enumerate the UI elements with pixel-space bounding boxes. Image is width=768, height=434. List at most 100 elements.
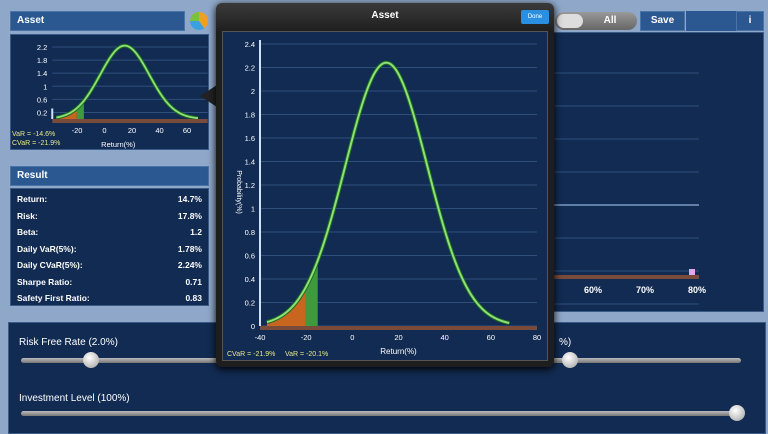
curve-outline [266, 60, 510, 325]
investment-level-label: Investment Level (100%) [19, 393, 130, 404]
hidden-slider-label: %) [559, 337, 572, 348]
cvar-tail-area [56, 108, 77, 119]
x-tick-label: 0 [102, 126, 106, 135]
bg-x-tick-label: 70% [636, 285, 654, 295]
cvar-label: CVaR = -21.9% [227, 351, 275, 358]
x-axis [260, 326, 537, 330]
asset-panel-header: Asset [10, 11, 185, 31]
x-tick-label: 40 [440, 333, 448, 342]
result-value: 14.7% [177, 194, 202, 205]
result-row: Return: 14.7% [11, 191, 208, 208]
var-label: VaR = -20.1% [285, 351, 328, 358]
result-label: Daily VaR(5%): [17, 243, 77, 254]
y-tick-label: 1.6 [245, 134, 255, 143]
investment-level-slider[interactable] [21, 411, 741, 416]
y-axis-label: Probability(%) [235, 170, 242, 214]
result-value: 0.83 [185, 293, 202, 304]
x-tick-label: 60 [487, 333, 495, 342]
x-tick-label: -20 [72, 126, 83, 135]
result-row: Risk: 17.8% [11, 208, 208, 225]
pie-chart-icon[interactable] [190, 12, 208, 30]
toggle-knob[interactable] [557, 14, 583, 28]
asset-panel-title: Asset [17, 15, 45, 26]
x-axis [52, 119, 208, 123]
y-tick-label: 2 [251, 87, 255, 96]
result-row: Safety First Ratio: 0.83 [11, 290, 208, 307]
y-tick-label: 2.4 [245, 40, 255, 49]
result-row: Beta: 1.2 [11, 224, 208, 241]
y-tick-label: 0.8 [245, 228, 255, 237]
done-button[interactable]: Done [521, 10, 549, 24]
background-chart: 60% 70% 80% [550, 32, 764, 312]
popover-chart: 0 0.2 0.4 0.6 0.8 1 1.2 1.4 1.6 1.8 2 2.2 2.4 -40 -20 0… [222, 31, 548, 361]
popover: Asset Done 0 0.2 0.4 0.6 0.8 1 1.2 1.4 1.6 1.8 2 2.… [216, 3, 554, 367]
y-tick-label: 1 [43, 82, 47, 91]
result-label: Beta: [17, 227, 39, 238]
y-tick-label: 0.4 [245, 275, 255, 284]
toggle-label: All [603, 15, 617, 26]
y-tick-label: 1.4 [37, 69, 47, 78]
mini-cvar-label: CVaR = -21.9% [12, 140, 60, 147]
x-tick-label: -20 [301, 333, 312, 342]
var-tail-area [305, 260, 318, 326]
y-tick-label: 0.2 [37, 108, 47, 117]
x-tick-label: 20 [394, 333, 402, 342]
info-button[interactable]: i [736, 11, 764, 31]
distribution-curve [56, 44, 199, 120]
x-axis-label: Return(%) [380, 347, 417, 356]
result-header: Result [10, 166, 209, 186]
risk-free-rate-knob[interactable] [83, 352, 99, 368]
result-label: Safety First Ratio: [17, 293, 90, 304]
save-button[interactable]: Save [640, 11, 685, 31]
x-tick-label: 40 [155, 126, 163, 135]
result-value: 17.8% [177, 210, 202, 221]
result-row: Sharpe Ratio: 0.71 [11, 274, 208, 291]
result-label: Return: [17, 194, 48, 205]
result-row: Daily VaR(5%): 1.78% [11, 241, 208, 258]
y-tick-label: 2.2 [245, 64, 255, 73]
result-row: Daily CVaR(5%): 2.24% [11, 257, 208, 274]
toolbar-spacer [686, 11, 736, 31]
result-label: Daily CVaR(5%): [17, 260, 83, 271]
bg-marker [689, 269, 695, 275]
x-tick-label: 60 [183, 126, 191, 135]
result-value: 0.71 [185, 276, 202, 287]
result-title: Result [17, 170, 48, 181]
y-tick-label: 0 [251, 322, 255, 331]
done-label: Done [527, 14, 543, 20]
y-tick-label: 0.6 [245, 252, 255, 261]
background-chart-svg: 60% 70% 80% [551, 72, 706, 305]
all-toggle[interactable]: All [555, 12, 637, 30]
result-label: Sharpe Ratio: [17, 276, 73, 287]
mini-var-label: VaR = -14.6% [12, 131, 55, 138]
result-value: 2.24% [177, 260, 202, 271]
y-tick-label: 1.8 [37, 56, 47, 65]
distribution-chart: 0 0.2 0.4 0.6 0.8 1 1.2 1.4 1.6 1.8 2 2.2 2.4 -40 -20 0… [227, 40, 541, 358]
x-tick-label: 0 [350, 333, 354, 342]
bg-x-tick-label: 60% [584, 285, 602, 295]
y-tick-label: 1.2 [245, 181, 255, 190]
y-tick-label: 1.4 [245, 158, 255, 167]
popover-arrow [200, 85, 217, 107]
risk-free-rate-label: Risk Free Rate (2.0%) [19, 337, 118, 348]
investment-level-knob[interactable] [729, 405, 745, 421]
x-tick-label: 20 [128, 126, 136, 135]
y-tick-label: 0.6 [37, 95, 47, 104]
y-tick-label: 1 [251, 205, 255, 214]
result-value: 1.78% [177, 243, 202, 254]
hidden-slider-knob[interactable] [562, 352, 578, 368]
x-tick-label: -40 [255, 333, 266, 342]
bg-x-tick-label: 80% [688, 285, 706, 295]
info-label: i [748, 15, 752, 26]
x-tick-label: 80 [533, 333, 541, 342]
save-label: Save [650, 15, 675, 26]
y-tick-label: 1.8 [245, 111, 255, 120]
mini-x-axis-label: Return(%) [101, 140, 136, 149]
popover-title: Asset [371, 10, 399, 21]
result-value: 1.2 [190, 227, 202, 238]
result-panel: Return: 14.7% Risk: 17.8% Beta: 1.2 Daily VaR(… [10, 188, 209, 306]
mini-chart-svg: 2.2 1.8 1.4 1 0.6 0.2 -20 0 20 40 60 Return(%) VaR =… [12, 43, 208, 149]
y-tick-label: 0.2 [245, 299, 255, 308]
asset-mini-chart[interactable]: 2.2 1.8 1.4 1 0.6 0.2 -20 0 20 40 60 Return(%) VaR =… [10, 34, 209, 150]
bg-x-axis [551, 275, 699, 279]
